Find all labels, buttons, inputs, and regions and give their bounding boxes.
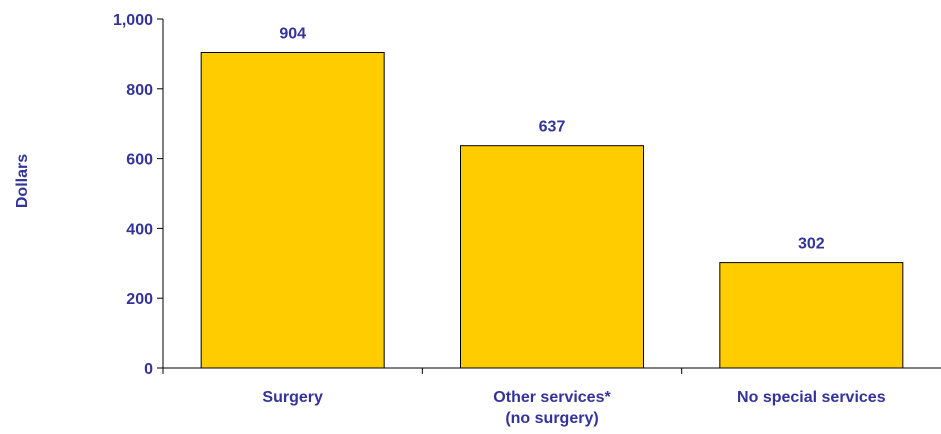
x-category-label: Surgery (262, 389, 323, 406)
y-tick-label: 600 (126, 152, 153, 169)
data-label: 904 (279, 26, 306, 43)
y-tick-label: 400 (126, 221, 153, 238)
x-category-label: No special services (737, 389, 886, 406)
x-category-label: (no surgery) (505, 410, 598, 427)
x-category-label: Other services* (493, 389, 611, 406)
labels: 904 Surgery 637 Other services* (no surgery)… (262, 26, 885, 427)
bar (460, 145, 644, 369)
bar (719, 262, 904, 369)
y-tick-label: 1,000 (113, 12, 153, 29)
bar (200, 52, 385, 369)
y-tick-label: 200 (126, 291, 153, 308)
data-label: 637 (539, 119, 566, 136)
data-label: 302 (798, 236, 825, 253)
bars (200, 52, 904, 369)
y-tick-label: 800 (126, 82, 153, 99)
y-axis-title: Dollars (14, 154, 31, 208)
y-tick-label: 0 (144, 361, 153, 378)
